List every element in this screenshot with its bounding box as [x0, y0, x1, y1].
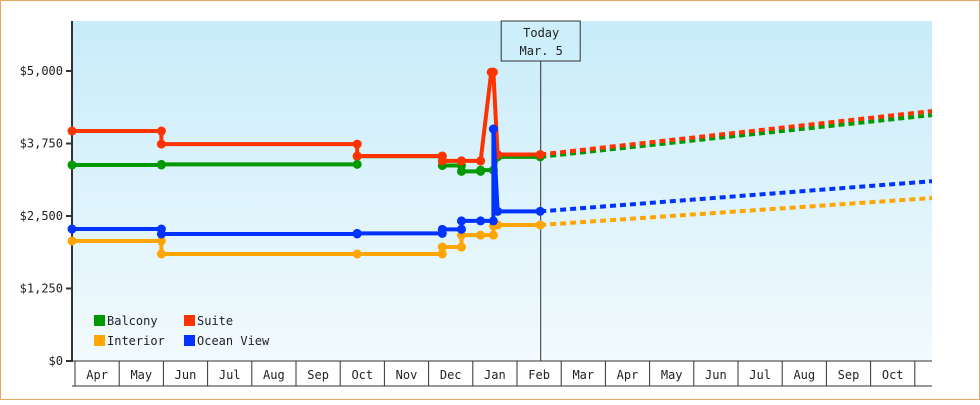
x-tick-label: Jun [175, 368, 197, 382]
legend-swatch [184, 315, 195, 326]
data-point [456, 166, 466, 176]
series-interior [67, 196, 933, 259]
x-tick-label: Oct [351, 368, 373, 382]
y-tick-label: $3,750 [20, 137, 63, 151]
data-point [67, 126, 77, 136]
legend: Balcony Suite Interior Ocean View [94, 314, 270, 348]
data-point [476, 156, 486, 166]
x-tick-label: Aug [263, 368, 285, 382]
legend-swatch [94, 315, 105, 326]
data-point [156, 159, 166, 169]
y-tick-label: $5,000 [20, 64, 63, 78]
data-point [437, 242, 447, 252]
data-point [156, 139, 166, 149]
x-axis: Apr May Jun Jul Aug Sep Oct Nov Dec Jan Feb Mar Apr M… [72, 360, 932, 387]
data-point [488, 124, 498, 134]
data-point [488, 216, 498, 226]
data-point [352, 139, 362, 149]
data-point [476, 216, 486, 226]
data-point [352, 249, 362, 259]
plot-area [72, 21, 932, 361]
data-point [476, 165, 486, 175]
series-lines [67, 67, 933, 259]
legend-swatch [94, 335, 105, 346]
data-point [456, 242, 466, 252]
data-point [488, 230, 498, 240]
x-tick-label: Jul [219, 368, 241, 382]
data-point [156, 249, 166, 259]
x-tick-label: Jun [705, 368, 727, 382]
legend-label: Ocean View [197, 334, 270, 348]
data-point [352, 151, 362, 161]
x-tick-label: May [130, 368, 152, 382]
data-point [476, 230, 486, 240]
data-point [456, 156, 466, 166]
data-point [456, 224, 466, 234]
data-point [156, 126, 166, 136]
data-point [67, 224, 77, 234]
data-point [456, 216, 466, 226]
data-point [437, 224, 447, 234]
data-point [156, 236, 166, 246]
data-point [67, 160, 77, 170]
x-tick-label: Apr [86, 368, 108, 382]
y-axis: $0 $1,250 $2,500 $3,750 $5,000 [20, 21, 73, 368]
data-point [352, 228, 362, 238]
series-ocean-view [67, 124, 933, 239]
data-point [437, 156, 447, 166]
x-tick-label: Apr [617, 368, 639, 382]
legend-label: Suite [197, 314, 233, 328]
x-tick-label: Aug [793, 368, 815, 382]
y-tick-label: $0 [49, 354, 63, 368]
x-tick-label: Dec [440, 368, 462, 382]
data-point [352, 159, 362, 169]
today-date: Mar. 5 [520, 44, 563, 58]
x-tick-label: Nov [396, 368, 418, 382]
legend-label: Balcony [107, 314, 158, 328]
x-tick-label: Jul [749, 368, 771, 382]
today-label: Today [523, 26, 559, 40]
x-tick-label: Jan [484, 368, 506, 382]
x-tick-label: Sep [307, 368, 329, 382]
x-tick-label: Oct [882, 368, 904, 382]
today-marker: Today Mar. 5 [500, 20, 581, 361]
y-tick-label: $2,500 [20, 209, 63, 223]
data-point [156, 229, 166, 239]
data-point [437, 249, 447, 259]
data-point [488, 67, 498, 77]
y-tick-label: $1,250 [20, 282, 63, 296]
data-point [67, 236, 77, 246]
legend-label: Interior [107, 334, 165, 348]
x-tick-label: Mar [572, 368, 594, 382]
legend-swatch [184, 335, 195, 346]
x-tick-label: Sep [838, 368, 860, 382]
data-point [493, 206, 503, 216]
x-tick-label: Feb [528, 368, 550, 382]
x-tick-label: May [661, 368, 683, 382]
